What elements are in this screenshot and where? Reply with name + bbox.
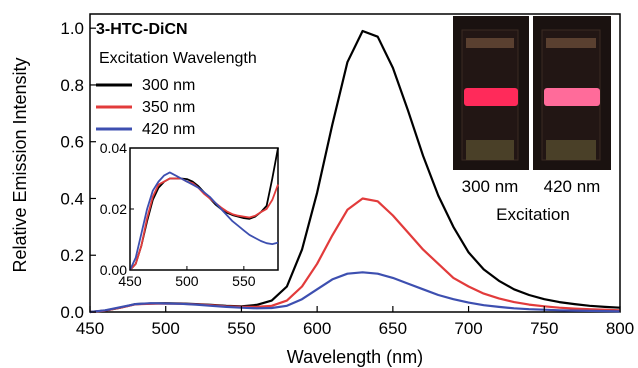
- plot-frame: [89, 13, 621, 313]
- photo-caption-300: 300 nm: [462, 177, 519, 196]
- cuvette-glow-420: [544, 88, 600, 106]
- y-tick-label: 0.6: [60, 133, 84, 152]
- x-tick-label: 650: [379, 319, 407, 338]
- inset-y-tick-label: 0.02: [100, 201, 127, 217]
- x-tick-label: 500: [152, 319, 180, 338]
- x-tick-label: 800: [606, 319, 634, 338]
- photo-caption-title: Excitation: [496, 205, 570, 224]
- cuvette-glow-300: [464, 88, 518, 106]
- x-tick-label: 600: [303, 319, 331, 338]
- photo-caption-420: 420 nm: [544, 177, 601, 196]
- y-tick-label: 0.4: [60, 189, 84, 208]
- y-tick-label: 0.0: [60, 303, 84, 322]
- inset-frame: [129, 147, 279, 271]
- legend-label-420: 420 nm: [142, 121, 195, 138]
- inset-series-line-350-nm: [129, 177, 279, 271]
- inset-series-line-420-nm: [129, 171, 279, 271]
- sample-label: 3-HTC-DiCN: [96, 21, 188, 38]
- cuvette-photo-420: [533, 16, 611, 170]
- y-tick-label: 0.8: [60, 76, 84, 95]
- series-line-420-nm: [89, 271, 621, 314]
- inset-x-tick-label: 550: [232, 273, 256, 289]
- x-tick-label: 750: [530, 319, 558, 338]
- inset-x-tick-label: 500: [175, 273, 199, 289]
- x-axis-title: Wavelength (nm): [287, 347, 423, 367]
- cuvette-photo-300: [453, 16, 529, 170]
- legend-label-350: 350 nm: [142, 99, 195, 116]
- x-tick-label: 700: [454, 319, 482, 338]
- inset-series-group: [129, 147, 279, 271]
- y-tick-label: 1.0: [60, 19, 84, 38]
- x-tick-label: 450: [76, 319, 104, 338]
- y-tick-label: 0.2: [60, 246, 84, 265]
- inset-ticks: 450 500 550 0.00 0.02 0.04: [100, 140, 256, 289]
- y-axis-ticks: 0.0 0.2 0.4 0.6 0.8 1.0: [60, 19, 96, 322]
- cuvette-photos: [453, 16, 611, 170]
- legend: 300 nm 350 nm 420 nm: [96, 77, 195, 138]
- inset-y-tick-label: 0.04: [100, 140, 127, 156]
- main-series-group: [89, 29, 621, 314]
- legend-label-300: 300 nm: [142, 77, 195, 94]
- y-axis-title: Relative Emission Intensity: [10, 57, 30, 272]
- x-axis-ticks: 450 500 550 600 650 700 750 800: [76, 306, 634, 338]
- inset-y-tick-label: 0.00: [100, 262, 127, 278]
- inset-x-tick-label: 450: [118, 273, 142, 289]
- legend-title: Excitation Wavelength: [99, 50, 257, 67]
- x-tick-label: 550: [227, 319, 255, 338]
